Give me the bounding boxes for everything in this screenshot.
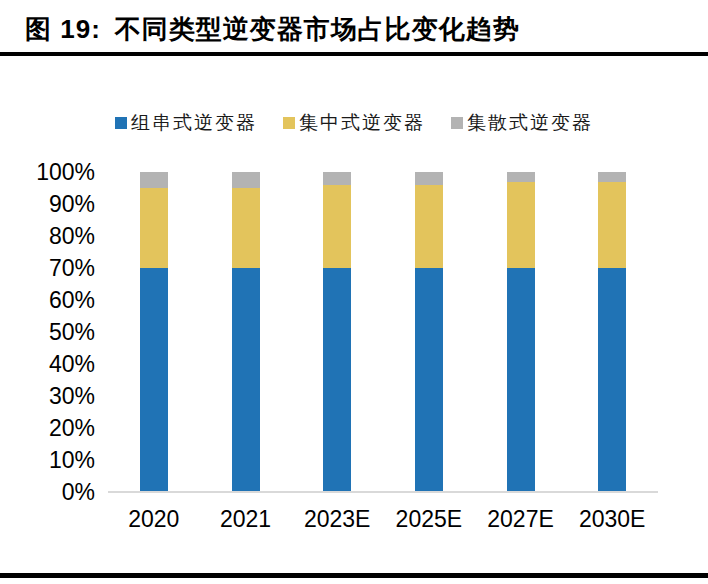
stacked-bar bbox=[598, 172, 626, 492]
bar-segment-string bbox=[507, 268, 535, 492]
stacked-bar bbox=[323, 172, 351, 492]
bar-segment-central bbox=[140, 188, 168, 268]
bar-segment-central bbox=[232, 188, 260, 268]
bar-segment-distributed bbox=[598, 172, 626, 182]
footer-rule bbox=[0, 573, 708, 578]
x-axis-label: 2027E bbox=[475, 506, 567, 533]
bar-segment-central bbox=[323, 185, 351, 268]
y-tick-label: 50% bbox=[49, 321, 95, 344]
bar-segment-distributed bbox=[232, 172, 260, 188]
bar-segment-string bbox=[232, 268, 260, 492]
stacked-bar bbox=[507, 172, 535, 492]
y-tick-label: 40% bbox=[49, 353, 95, 376]
bar-segment-string bbox=[140, 268, 168, 492]
stacked-bar bbox=[232, 172, 260, 492]
y-tick-label: 100% bbox=[36, 161, 95, 184]
bar-segment-string bbox=[323, 268, 351, 492]
x-axis-label: 2021 bbox=[200, 506, 292, 533]
x-axis-line bbox=[108, 491, 658, 493]
y-tick-label: 90% bbox=[49, 193, 95, 216]
y-tick-label: 30% bbox=[49, 385, 95, 408]
y-tick-label: 0% bbox=[62, 481, 95, 504]
category-column: 2023E bbox=[291, 172, 383, 492]
category-column: 2021 bbox=[200, 172, 292, 492]
bar-segment-central bbox=[507, 182, 535, 268]
x-axis-label: 2023E bbox=[291, 506, 383, 533]
bar-segment-central bbox=[598, 182, 626, 268]
bar-segment-distributed bbox=[140, 172, 168, 188]
bar-segment-distributed bbox=[507, 172, 535, 182]
stacked-bar bbox=[415, 172, 443, 492]
x-axis-label: 2020 bbox=[108, 506, 200, 533]
x-axis-label: 2025E bbox=[383, 506, 475, 533]
bar-segment-central bbox=[415, 185, 443, 268]
category-column: 2020 bbox=[108, 172, 200, 492]
y-tick-label: 60% bbox=[49, 289, 95, 312]
bar-segment-string bbox=[598, 268, 626, 492]
x-axis-label: 2030E bbox=[566, 506, 658, 533]
y-tick-label: 70% bbox=[49, 257, 95, 280]
stacked-bar bbox=[140, 172, 168, 492]
bar-segment-distributed bbox=[415, 172, 443, 185]
y-tick-label: 80% bbox=[49, 225, 95, 248]
plot-area: 202020212023E2025E2027E2030E bbox=[108, 172, 658, 492]
category-column: 2025E bbox=[383, 172, 475, 492]
bar-segment-distributed bbox=[323, 172, 351, 185]
stacked-bar-chart: 100%90%80%70%60%50%40%30%20%10%0% 202020… bbox=[0, 0, 708, 584]
y-tick-label: 10% bbox=[49, 449, 95, 472]
bar-segment-string bbox=[415, 268, 443, 492]
category-column: 2030E bbox=[566, 172, 658, 492]
y-axis: 100%90%80%70%60%50%40%30%20%10%0% bbox=[0, 172, 95, 492]
y-tick-label: 20% bbox=[49, 417, 95, 440]
category-column: 2027E bbox=[475, 172, 567, 492]
